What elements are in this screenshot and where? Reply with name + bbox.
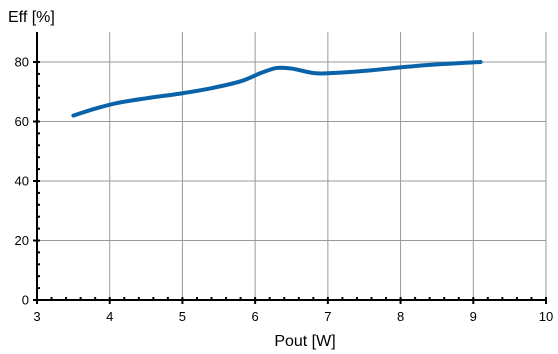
y-tick-label: 80 bbox=[15, 55, 29, 70]
x-tick-label: 3 bbox=[33, 309, 40, 324]
x-tick-label: 4 bbox=[106, 309, 113, 324]
y-tick-label: 60 bbox=[15, 114, 29, 129]
x-tick-label: 5 bbox=[179, 309, 186, 324]
x-tick-label: 8 bbox=[397, 309, 404, 324]
x-tick-label: 9 bbox=[470, 309, 477, 324]
y-tick-label: 20 bbox=[15, 233, 29, 248]
y-axis-label: Eff [%] bbox=[8, 9, 55, 26]
grid-lines bbox=[37, 32, 547, 300]
y-tick-label: 0 bbox=[22, 293, 29, 308]
efficiency-series-line bbox=[71, 60, 483, 118]
x-tick-label: 7 bbox=[324, 309, 331, 324]
x-axis-label: Pout [W] bbox=[274, 333, 335, 350]
x-tick-label: 6 bbox=[252, 309, 259, 324]
y-tick-label: 40 bbox=[15, 174, 29, 189]
tick-labels: 3 4 5 6 7 8 9 10 0 20 40 60 80 bbox=[15, 55, 554, 325]
x-tick-label: 10 bbox=[539, 309, 553, 324]
axes bbox=[33, 32, 547, 304]
series-layer bbox=[71, 60, 483, 118]
